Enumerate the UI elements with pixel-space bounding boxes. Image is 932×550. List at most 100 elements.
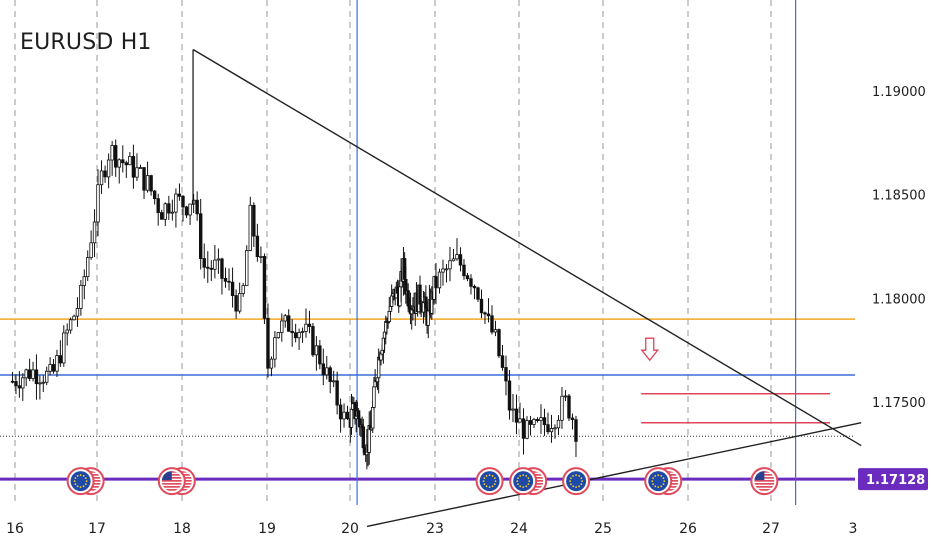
- candle-body: [75, 308, 80, 317]
- candle-body: [206, 266, 210, 269]
- eu-star: [522, 486, 525, 489]
- candle: [290, 319, 294, 347]
- candle-body: [68, 319, 73, 331]
- trendline[interactable]: [192, 48, 862, 447]
- candle: [518, 402, 522, 423]
- eu-star: [85, 480, 88, 483]
- candle: [535, 417, 540, 423]
- price-axis[interactable]: 1.19000 1.18500 1.18000 1.17500 1.17128: [858, 85, 928, 491]
- time-tick-label: 16: [6, 521, 24, 537]
- time-tick-label: 23: [426, 521, 444, 537]
- candle: [321, 348, 326, 386]
- trendline[interactable]: [366, 422, 862, 528]
- candle: [237, 282, 242, 314]
- candle: [188, 203, 192, 225]
- eu-flag-icon[interactable]: [509, 467, 538, 496]
- candle-body: [293, 332, 298, 339]
- candle-body: [45, 370, 49, 383]
- candle-body: [311, 326, 315, 356]
- candle: [325, 356, 329, 380]
- candle: [167, 195, 171, 220]
- candle: [31, 361, 35, 382]
- candle-body: [145, 175, 150, 191]
- current-price-badge[interactable]: [858, 468, 928, 491]
- eu-flag-icon[interactable]: [562, 467, 591, 496]
- time-tick-label: 20: [341, 521, 359, 537]
- candle: [345, 405, 350, 421]
- candle-body: [486, 313, 491, 317]
- candle: [563, 390, 568, 402]
- eu-star: [525, 485, 528, 488]
- candle-body: [535, 419, 540, 422]
- candle-body: [156, 198, 160, 213]
- candle: [163, 202, 167, 227]
- candle: [262, 253, 267, 324]
- candle-body: [86, 257, 90, 278]
- candle-body: [287, 315, 291, 332]
- candle: [62, 325, 66, 367]
- candle: [65, 323, 69, 346]
- candle-body: [10, 380, 15, 383]
- eu-flag-icon[interactable]: [66, 467, 95, 496]
- candle-body: [152, 190, 157, 200]
- candle-body: [106, 159, 111, 178]
- candle-body: [490, 315, 494, 333]
- eu-flag-disc: [513, 471, 534, 492]
- candle-body: [546, 424, 550, 433]
- candle-body: [227, 280, 231, 283]
- candle: [255, 223, 260, 262]
- candle-body: [248, 204, 252, 251]
- trendlines[interactable]: [192, 48, 862, 528]
- candle-body: [170, 211, 175, 214]
- eu-flag-icon[interactable]: [644, 467, 673, 496]
- candle-body: [160, 212, 164, 220]
- time-axis[interactable]: 16 17 18 19 20 23 24 25 26 27 3: [6, 521, 857, 537]
- candle-body: [96, 184, 100, 223]
- candle-body: [504, 367, 508, 382]
- eu-star: [654, 485, 657, 488]
- candle: [437, 268, 442, 294]
- candle: [220, 257, 224, 295]
- us-flag-icon[interactable]: [157, 467, 186, 496]
- eu-flag-icon[interactable]: [475, 467, 504, 496]
- event-markers[interactable]: [66, 467, 779, 496]
- candle: [504, 355, 508, 396]
- candle: [99, 160, 104, 194]
- candle: [92, 209, 97, 258]
- candle: [297, 328, 301, 350]
- time-tick-label: 27: [762, 521, 780, 537]
- eu-star: [76, 485, 79, 488]
- candle-body: [321, 363, 326, 376]
- candle: [21, 373, 25, 401]
- candle-body: [213, 259, 217, 270]
- candle: [223, 267, 228, 288]
- candle-body: [465, 275, 470, 280]
- price-tick-label: 1.18500: [872, 189, 926, 204]
- candle: [170, 199, 175, 221]
- candle: [273, 331, 277, 368]
- candle-body: [338, 404, 343, 420]
- candle: [181, 195, 185, 222]
- candle: [68, 317, 73, 334]
- candle: [79, 280, 83, 316]
- candle-body: [17, 385, 22, 389]
- eu-star: [79, 486, 82, 489]
- candle: [156, 193, 160, 226]
- eu-star: [528, 480, 531, 483]
- candle: [149, 174, 153, 196]
- candle: [304, 308, 308, 338]
- candle-body: [163, 203, 167, 220]
- us-stripe: [754, 483, 775, 485]
- candle: [131, 144, 136, 189]
- eu-flag-disc: [648, 471, 669, 492]
- candle-body: [507, 380, 512, 411]
- candle-body: [167, 203, 171, 214]
- candle-body: [72, 315, 76, 321]
- eu-star: [76, 475, 79, 477]
- candle-body: [328, 367, 332, 382]
- candle: [234, 289, 238, 319]
- candles: [10, 49, 578, 470]
- candle: [230, 267, 235, 308]
- us-flag-icon[interactable]: [750, 467, 779, 496]
